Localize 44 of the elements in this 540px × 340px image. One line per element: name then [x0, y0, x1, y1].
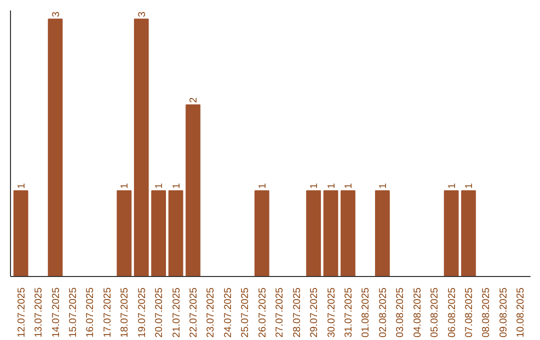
x-tick-label: 29.07.2025 [309, 287, 320, 338]
x-tick-label: 24.07.2025 [222, 287, 234, 338]
x-tick-label: 05.08.2025 [430, 287, 441, 338]
data-label: 1 [257, 182, 268, 189]
x-tick-label: 22.07.2025 [188, 287, 200, 338]
data-label: 1 [378, 182, 389, 189]
x-tick-label: 31.07.2025 [343, 287, 354, 338]
x-tick-label: 26.07.2025 [257, 287, 268, 338]
x-tick-label: 16.07.2025 [85, 287, 96, 338]
x-tick-label: 28.07.2025 [292, 287, 303, 338]
x-tick-label: 02.08.2025 [378, 287, 389, 338]
data-label: 1 [464, 182, 476, 189]
x-tick-label: 25.07.2025 [240, 287, 252, 338]
x-tick-label: 19.07.2025 [136, 287, 148, 338]
x-tick-label: 04.08.2025 [412, 287, 424, 338]
data-label: 3 [136, 11, 148, 18]
x-tick-label: 13.07.2025 [34, 287, 45, 338]
data-label: 2 [188, 96, 200, 103]
data-label: 1 [309, 182, 320, 189]
data-label: 1 [171, 182, 182, 189]
x-tick-label: 01.08.2025 [360, 287, 372, 338]
x-tick-label: 20.07.2025 [154, 287, 166, 338]
x-tick-label: 30.07.2025 [326, 287, 338, 338]
x-tick-label: 14.07.2025 [50, 287, 62, 338]
data-label: 1 [446, 182, 458, 189]
data-label: 1 [16, 182, 28, 189]
x-tick-label: 07.08.2025 [464, 287, 476, 338]
x-tick-label: 10.08.2025 [516, 287, 527, 338]
data-label: 1 [326, 182, 338, 189]
data-label: 1 [120, 182, 131, 189]
x-tick-label: 09.08.2025 [498, 287, 510, 338]
data-label: 3 [50, 11, 62, 18]
x-tick-label: 12.07.2025 [16, 287, 28, 338]
x-tick-label: 27.07.2025 [274, 287, 286, 338]
x-tick-label: 03.08.2025 [395, 287, 406, 338]
x-tick-label: 08.08.2025 [481, 287, 492, 338]
x-tick-label: 21.07.2025 [171, 287, 182, 338]
data-label: 1 [343, 182, 354, 189]
x-tick-label: 06.08.2025 [446, 287, 458, 338]
x-tick-label: 17.07.2025 [102, 287, 114, 338]
x-tick-label: 23.07.2025 [206, 287, 217, 338]
x-tick-label: 18.07.2025 [120, 287, 131, 338]
x-tick-label: 15.07.2025 [68, 287, 79, 338]
data-label: 1 [154, 182, 166, 189]
